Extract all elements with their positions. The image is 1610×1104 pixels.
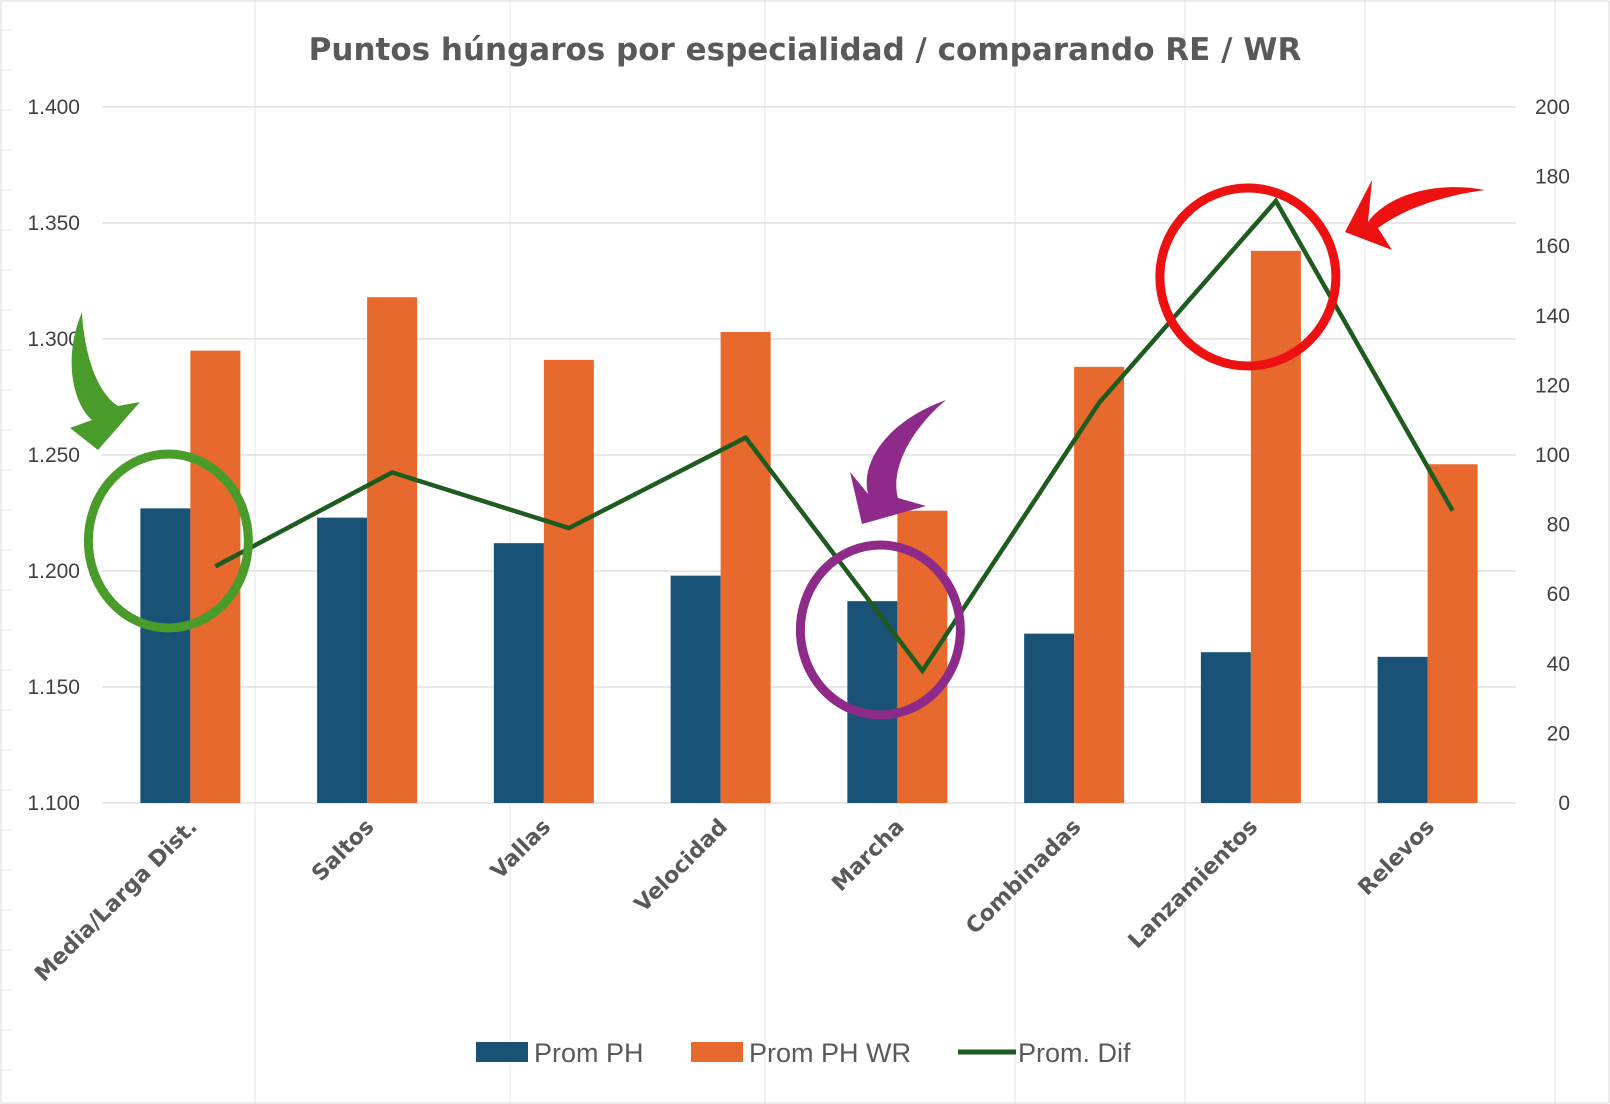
category-label: Lanzamientos bbox=[1124, 815, 1263, 954]
bar-prom-ph-wr bbox=[543, 359, 594, 803]
bar-prom-ph bbox=[1024, 633, 1075, 803]
right-tick-label: 160 bbox=[1535, 235, 1570, 258]
bars bbox=[140, 250, 1478, 804]
legend-swatch bbox=[691, 1042, 743, 1062]
left-tick-label: 1.100 bbox=[27, 792, 80, 815]
legend-label: Prom PH WR bbox=[749, 1038, 911, 1068]
category-label: Combinadas bbox=[961, 815, 1086, 940]
left-tick-label: 1.150 bbox=[27, 676, 80, 699]
line-series bbox=[214, 197, 1455, 675]
right-tick-label: 100 bbox=[1535, 444, 1570, 467]
category-label: Velocidad bbox=[630, 815, 733, 918]
right-tick-label: 0 bbox=[1558, 792, 1570, 815]
bar-prom-ph bbox=[1377, 656, 1428, 803]
left-tick-label: 1.400 bbox=[27, 96, 80, 119]
bar-prom-ph bbox=[140, 508, 191, 803]
bar-prom-ph-wr bbox=[720, 332, 771, 803]
legend: Prom PH Prom PH WR Prom. Dif bbox=[476, 1038, 1131, 1068]
category-label: Media/Larga Dist. bbox=[30, 815, 202, 987]
left-tick-label: 1.300 bbox=[27, 328, 80, 351]
arrow-purple bbox=[850, 400, 946, 524]
chart-title: Puntos húngaros por especialidad / compa… bbox=[309, 32, 1302, 68]
right-tick-label: 40 bbox=[1547, 653, 1570, 676]
legend-label: Prom. Dif bbox=[1018, 1038, 1131, 1068]
bar-prom-ph-wr bbox=[1427, 464, 1478, 803]
bar-prom-ph bbox=[1200, 652, 1251, 803]
legend-label: Prom PH bbox=[534, 1038, 644, 1068]
bar-prom-ph-wr bbox=[190, 350, 241, 803]
right-axis-ticks: 0 20 40 60 80 100 120 140 160 180 200 bbox=[1535, 96, 1570, 815]
left-axis-ticks: 1.100 1.150 1.200 1.250 1.300 1.350 1.400 bbox=[27, 96, 80, 815]
bar-prom-ph bbox=[670, 575, 721, 803]
right-tick-label: 60 bbox=[1547, 583, 1570, 606]
bar-prom-ph-wr bbox=[1074, 366, 1125, 803]
annotations bbox=[70, 180, 1485, 720]
arrow-red bbox=[1345, 180, 1485, 250]
right-tick-label: 80 bbox=[1547, 514, 1570, 537]
highlight-circle-red bbox=[1155, 183, 1341, 371]
category-label: Saltos bbox=[307, 815, 379, 887]
category-labels: Media/Larga Dist. Saltos Vallas Velocidad Ma… bbox=[30, 815, 1440, 987]
category-label: Vallas bbox=[486, 815, 556, 885]
legend-swatch bbox=[476, 1042, 528, 1062]
bar-prom-ph bbox=[847, 601, 898, 803]
right-tick-label: 120 bbox=[1535, 374, 1570, 397]
arrow-green bbox=[70, 312, 140, 450]
left-tick-label: 1.250 bbox=[27, 444, 80, 467]
category-label: Relevos bbox=[1354, 815, 1440, 901]
right-tick-label: 140 bbox=[1535, 305, 1570, 328]
right-tick-label: 180 bbox=[1535, 166, 1570, 189]
bar-prom-ph bbox=[493, 543, 544, 803]
right-tick-label: 20 bbox=[1547, 722, 1570, 745]
bar-prom-ph bbox=[317, 517, 368, 803]
category-label: Marcha bbox=[827, 815, 909, 897]
left-tick-label: 1.200 bbox=[27, 560, 80, 583]
right-tick-label: 200 bbox=[1535, 96, 1570, 119]
bar-prom-ph-wr bbox=[367, 297, 418, 803]
highlight-circle-green bbox=[83, 449, 253, 633]
highlight-circle-purple bbox=[795, 540, 965, 720]
bar-prom-ph-wr bbox=[1250, 250, 1301, 804]
left-tick-label: 1.350 bbox=[27, 212, 80, 235]
line-prom-dif bbox=[214, 197, 1455, 675]
